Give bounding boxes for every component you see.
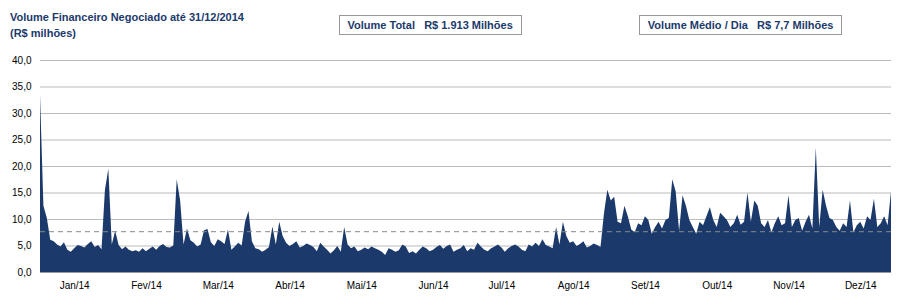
svg-text:Jan/14: Jan/14 (60, 280, 90, 291)
svg-text:40,0: 40,0 (12, 55, 32, 66)
svg-text:25,0: 25,0 (12, 134, 32, 145)
svg-text:20,0: 20,0 (12, 161, 32, 172)
html-text:Volume Total R$ 1.913 Milhões: Volume Total R$ 1.913 Milhões (347, 19, 513, 31)
svg-text:Jul/14: Jul/14 (489, 280, 516, 291)
html-text:(R$ milhões): (R$ milhões) (10, 27, 76, 39)
svg-text:0,0: 0,0 (18, 267, 32, 278)
svg-text:Ago/14: Ago/14 (558, 280, 590, 291)
html-text:Volume Médio / Dia R$ 7,7 Milh: Volume Médio / Dia R$ 7,7 Milhões (647, 19, 834, 31)
svg-text:Abr/14: Abr/14 (275, 280, 305, 291)
svg-text:Nov/14: Nov/14 (773, 280, 805, 291)
html-text:Volume Financeiro Negociado at: Volume Financeiro Negociado até 31/12/20… (10, 11, 244, 23)
svg-text:Mar/14: Mar/14 (203, 280, 235, 291)
svg-text:5,0: 5,0 (18, 240, 32, 251)
svg-text:35,0: 35,0 (12, 81, 32, 92)
svg-text:Fev/14: Fev/14 (131, 280, 162, 291)
svg-text:30,0: 30,0 (12, 108, 32, 119)
svg-text:Mai/14: Mai/14 (347, 280, 377, 291)
svg-text:10,0: 10,0 (12, 214, 32, 225)
svg-text:Out/14: Out/14 (702, 280, 732, 291)
svg-text:15,0: 15,0 (12, 187, 32, 198)
svg-text:Set/14: Set/14 (631, 280, 660, 291)
svg-text:Jun/14: Jun/14 (419, 280, 449, 291)
svg-text:Dez/14: Dez/14 (845, 280, 877, 291)
